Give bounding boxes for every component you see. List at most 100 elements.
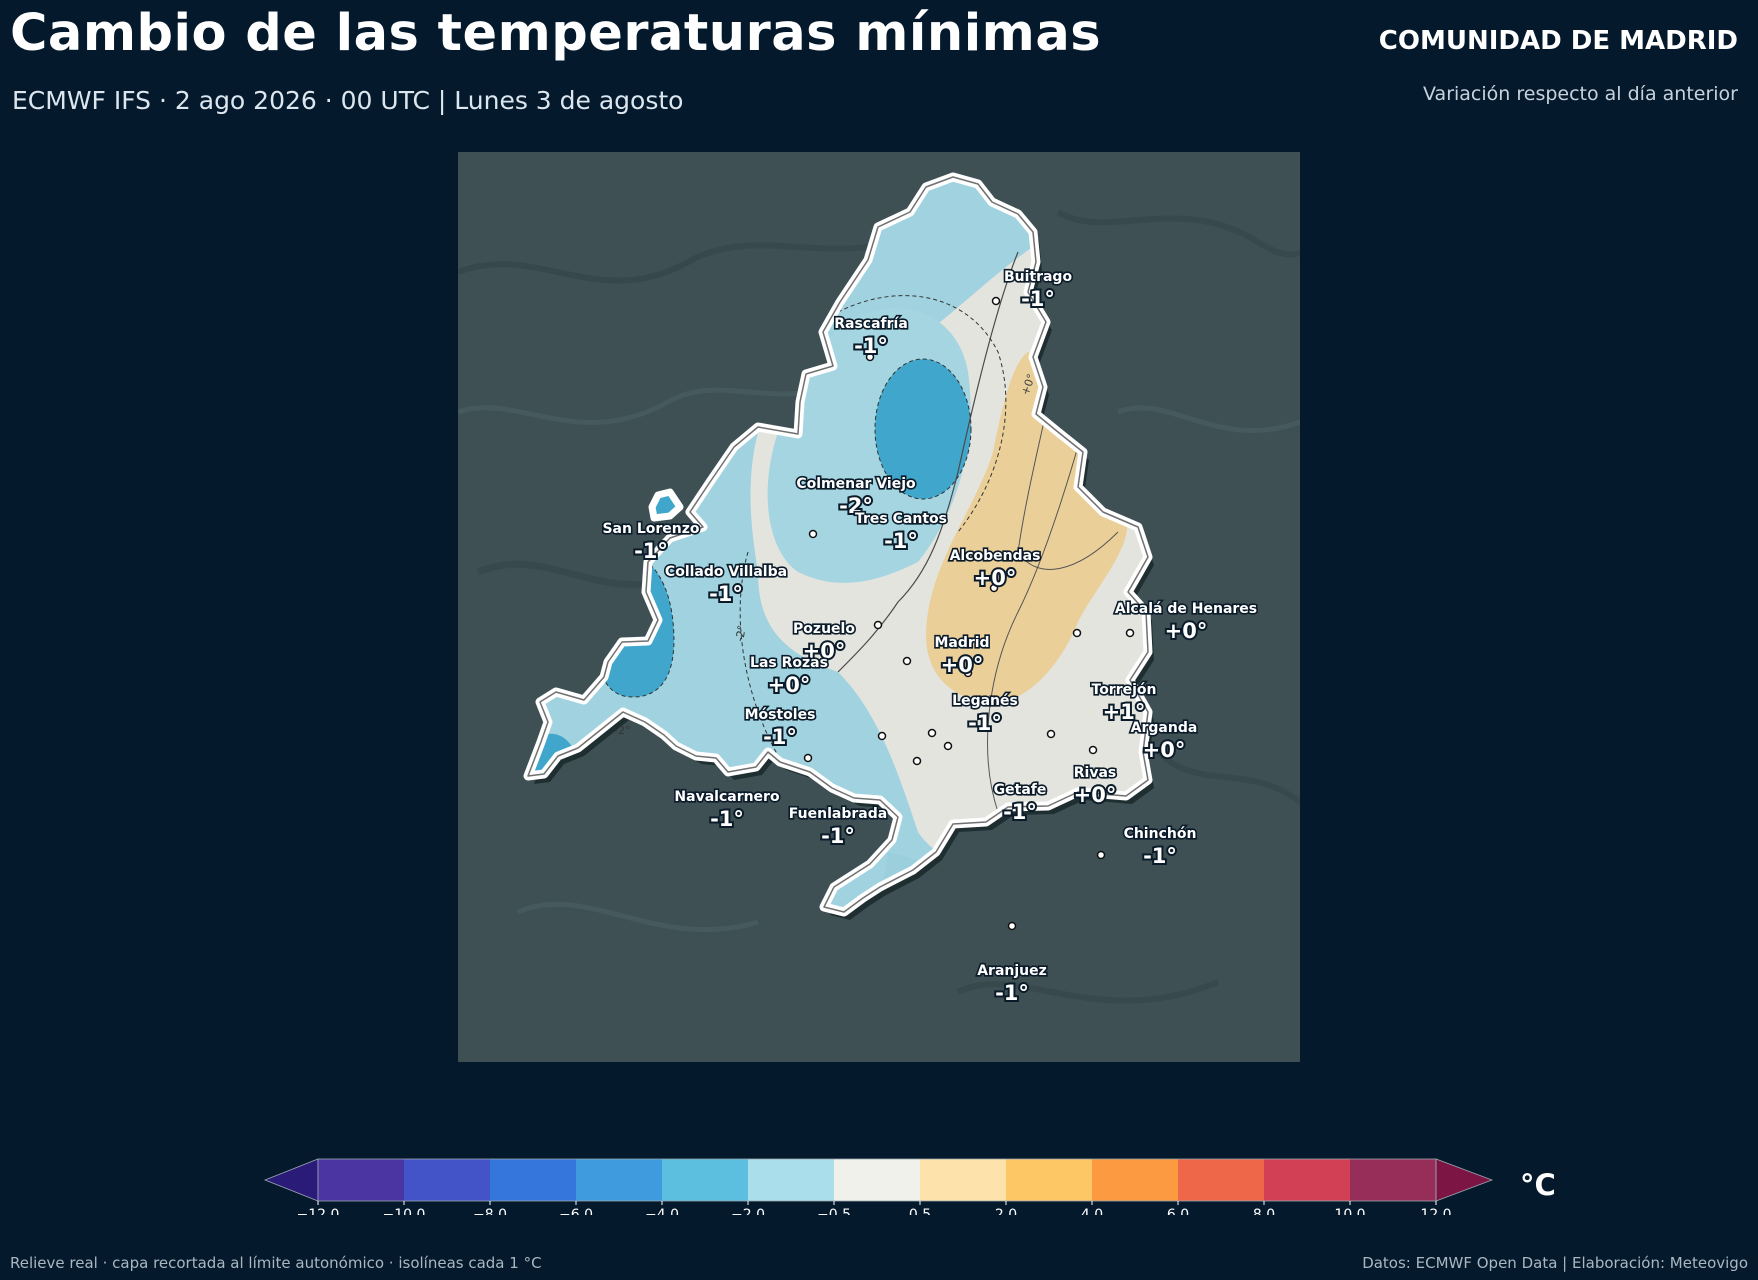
colorbar-tick-label: −0.5 — [817, 1207, 851, 1215]
city-name: Collado Villalba — [665, 564, 787, 580]
city-value: -1° — [763, 725, 797, 749]
colorbar-unit: °C — [1520, 1168, 1556, 1202]
city-name: Aranjuez — [977, 963, 1047, 979]
colorbar-segment — [1264, 1159, 1351, 1201]
city-value: +0° — [1165, 619, 1208, 643]
city-marker — [808, 529, 818, 539]
city-marker — [927, 728, 937, 738]
city-marker — [877, 731, 887, 741]
colorbar-segment — [1178, 1159, 1265, 1201]
colorbar-tick-label: 0.5 — [909, 1207, 931, 1215]
city-name: Colmenar Viejo — [796, 476, 916, 492]
city-marker — [963, 668, 973, 678]
colorbar-segment — [490, 1159, 577, 1201]
colorbar-segment — [748, 1159, 835, 1201]
isoline-label-minus2-a: -2° — [733, 624, 749, 642]
city-value: +1° — [1103, 700, 1146, 724]
footer-credits: Datos: ECMWF Open Data | Elaboración: Me… — [1362, 1254, 1748, 1272]
city-value: -1° — [1143, 844, 1177, 868]
colorbar: −12.0 −10.0 −8.0 −6.0 −4.0 −2.0 −0.5 0.5 2.0 4.0 6… — [262, 1155, 1502, 1223]
map-panel: +0° -2° -2° Buitrago -1° — [458, 152, 1300, 1062]
colorbar-tick-label: 10.0 — [1334, 1207, 1365, 1215]
city-marker — [991, 296, 1001, 306]
enclave — [648, 488, 684, 522]
colorbar-tick-label: −12.0 — [297, 1207, 340, 1215]
colorbar-tick-label: −10.0 — [383, 1207, 426, 1215]
colorbar-tick-label: −8.0 — [473, 1207, 507, 1215]
colorbar-segment — [318, 1159, 405, 1201]
city-name: Las Rozas — [750, 655, 828, 671]
city-value: -1° — [854, 334, 888, 358]
city-value: -1° — [1003, 800, 1037, 824]
colorbar-tick-label: −6.0 — [559, 1207, 593, 1215]
city-value: -1° — [968, 711, 1002, 735]
region-title: COMUNIDAD DE MADRID — [1378, 26, 1738, 56]
region-subtitle: Variación respecto al día anterior — [1423, 83, 1738, 105]
city-value: +0° — [1074, 783, 1117, 807]
colorbar-under-arrow — [263, 1158, 319, 1202]
city-markers — [803, 296, 1135, 931]
city-name: Arganda — [1131, 720, 1198, 736]
city-name: Torrejón — [1092, 682, 1157, 698]
colorbar-over-arrow — [1435, 1158, 1494, 1202]
city-name: Pozuelo — [793, 621, 855, 637]
city-marker — [1072, 628, 1082, 638]
colorbar-segment — [404, 1159, 491, 1201]
city-marker — [803, 753, 813, 763]
city-labels: Buitrago -1° Rascafría -1° Colmenar Viej… — [601, 267, 1259, 1007]
city-name: Chinchón — [1124, 826, 1197, 842]
colorbar-segment — [1006, 1159, 1093, 1201]
colorbar-svg: −12.0 −10.0 −8.0 −6.0 −4.0 −2.0 −0.5 0.5 2.0 4.0 6… — [263, 1158, 1494, 1223]
city-name: San Lorenzo — [602, 521, 699, 537]
colorbar-segment — [662, 1159, 749, 1201]
chart-title: Cambio de las temperaturas mínimas — [10, 4, 1102, 63]
colorbar-tick-label: 4.0 — [1081, 1207, 1103, 1215]
colorbar-segment — [920, 1159, 1007, 1201]
city-value: +0° — [941, 653, 984, 677]
relief-texture — [458, 209, 1300, 1004]
city-name: Navalcarnero — [674, 789, 780, 805]
colorbar-segment — [576, 1159, 663, 1201]
city-value: +0° — [768, 673, 811, 697]
city-value: -1° — [821, 824, 855, 848]
city-marker — [902, 656, 912, 666]
isoline-label-minus2-b: -2° — [614, 724, 630, 737]
city-value: +0° — [974, 566, 1017, 590]
colorbar-tick-label: −2.0 — [731, 1207, 765, 1215]
footer-note: Relieve real · capa recortada al límite … — [10, 1254, 542, 1272]
colorbar-tick-label: 8.0 — [1253, 1207, 1275, 1215]
city-name: Móstoles — [745, 707, 816, 723]
city-name: Tres Cantos — [855, 511, 947, 527]
city-value: -1° — [634, 539, 668, 563]
city-value: +0° — [1143, 738, 1186, 762]
chart-subtitle: ECMWF IFS · 2 ago 2026 · 00 UTC | Lunes … — [12, 86, 684, 115]
colorbar-tick-label: 12.0 — [1420, 1207, 1451, 1215]
city-marker — [1125, 628, 1135, 638]
city-name: Buitrago — [1004, 269, 1073, 285]
city-value: -1° — [884, 529, 918, 553]
city-value: -1° — [710, 807, 744, 831]
city-marker — [873, 620, 883, 630]
map-canvas: +0° -2° -2° Buitrago -1° — [458, 152, 1300, 1007]
city-marker — [989, 583, 999, 593]
city-name: Leganés — [952, 693, 1018, 709]
city-name: Madrid — [934, 635, 989, 651]
colorbar-segment — [1092, 1159, 1179, 1201]
city-name: Alcobendas — [950, 548, 1041, 564]
colorbar-tick-label: −4.0 — [645, 1207, 679, 1215]
city-marker — [1096, 850, 1106, 860]
colorbar-tick-label: 6.0 — [1167, 1207, 1189, 1215]
city-marker — [1007, 921, 1017, 931]
city-value: +0° — [803, 639, 846, 663]
city-marker — [912, 756, 922, 766]
city-name: Alcalá de Henares — [1115, 601, 1257, 617]
colorbar-tick-label: 2.0 — [995, 1207, 1017, 1215]
city-name: Rascafría — [834, 316, 908, 332]
city-marker — [1088, 745, 1098, 755]
city-value: -1° — [709, 582, 743, 606]
city-marker — [943, 741, 953, 751]
city-name: Getafe — [994, 782, 1047, 798]
city-name: Fuenlabrada — [789, 806, 887, 822]
colorbar-segment — [834, 1159, 921, 1201]
city-value: -1° — [995, 981, 1029, 1005]
